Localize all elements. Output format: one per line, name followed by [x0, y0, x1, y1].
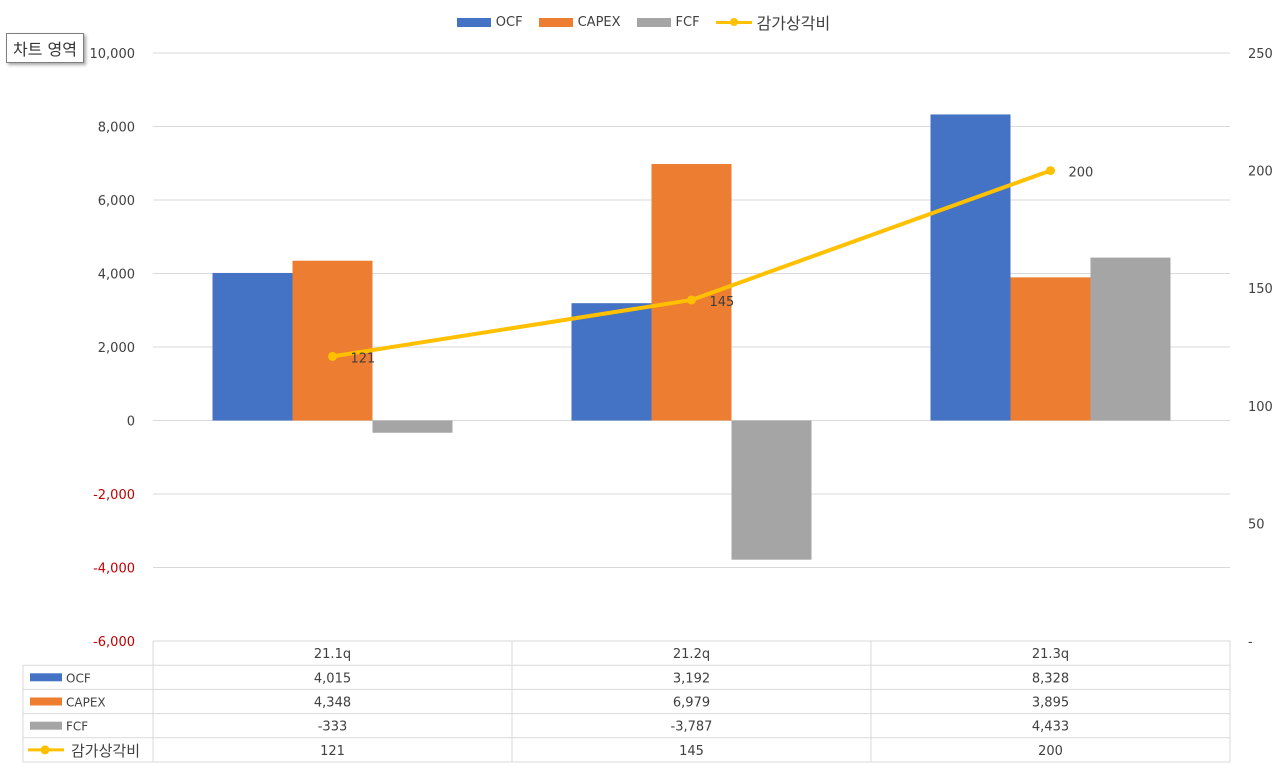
- y-right-tick-label: 50: [1248, 517, 1265, 532]
- table-cell: 200: [1038, 744, 1063, 759]
- y-right-tick-label: -: [1248, 635, 1253, 650]
- table-cell: -3,787: [671, 720, 713, 735]
- chart-area-tooltip: 차트 영역: [6, 33, 84, 63]
- bar-fcf-21.2q: [731, 420, 812, 560]
- bar-ocf-21.3q: [930, 114, 1011, 421]
- table-cell: 4,348: [314, 696, 351, 711]
- y-left-tick-label: 0: [127, 415, 135, 430]
- table-legend-key: [30, 721, 62, 730]
- y-left-tick-label: 6,000: [98, 194, 135, 209]
- table-legend-key: [30, 697, 62, 706]
- legend-swatch-fcf: [636, 17, 671, 27]
- y-left-tick-label: 10,000: [90, 47, 136, 62]
- legend-swatch-ocf: [456, 17, 491, 27]
- bar-capex-21.1q: [292, 260, 373, 421]
- y-right-tick-label: 100: [1248, 400, 1273, 415]
- table-row-label: 감가상각비: [71, 742, 140, 760]
- legend-label-fcf: FCF: [675, 14, 700, 30]
- table-header-cell: 21.3q: [1032, 647, 1069, 662]
- legend-item-fcf[interactable]: FCF: [636, 10, 700, 34]
- y-left-tick-label: 2,000: [98, 341, 135, 356]
- depreciation-data-label: 200: [1069, 166, 1094, 181]
- table-legend-key: [30, 673, 62, 682]
- y-left-tick-label: -4,000: [93, 562, 135, 577]
- table-header-cell: 21.2q: [673, 647, 710, 662]
- y-left-tick-label: 4,000: [98, 268, 135, 283]
- legend-label-capex: CAPEX: [577, 14, 621, 30]
- table-row-label: CAPEX: [66, 696, 106, 710]
- bar-ocf-21.1q: [212, 272, 293, 421]
- table-cell: 8,328: [1032, 671, 1069, 686]
- y-right-tick-label: 150: [1248, 282, 1273, 297]
- table-header-cell: 21.1q: [314, 647, 351, 662]
- y-right-tick-label: 250: [1248, 47, 1273, 62]
- depreciation-point: [328, 351, 337, 361]
- table-row-label: FCF: [66, 720, 88, 734]
- table-cell: 145: [679, 744, 704, 759]
- depreciation-data-label: 121: [351, 351, 376, 366]
- y-right-tick-label: 200: [1248, 165, 1273, 180]
- y-left-tick-label: 8,000: [98, 121, 135, 136]
- bar-fcf-21.1q: [372, 420, 453, 433]
- legend-item-capex[interactable]: CAPEX: [538, 10, 621, 34]
- table-cell: 3,192: [673, 671, 710, 686]
- chart-legend: OCF CAPEX FCF 감가상각비: [0, 10, 1287, 34]
- depreciation-point: [1046, 166, 1055, 176]
- depreciation-point: [687, 295, 696, 305]
- legend-item-ocf[interactable]: OCF: [456, 10, 523, 34]
- y-left-tick-label: -6,000: [93, 635, 135, 650]
- table-cell: 6,979: [673, 696, 710, 711]
- table-cell: 4,433: [1032, 720, 1069, 735]
- table-row-label: OCF: [66, 671, 91, 685]
- depreciation-data-label: 145: [710, 295, 735, 310]
- table-cell: 121: [320, 744, 345, 759]
- legend-swatch-depreciation: [715, 16, 752, 28]
- legend-swatch-capex: [538, 17, 573, 27]
- table-legend-key: [40, 745, 50, 755]
- y-left-tick-label: -2,000: [93, 488, 135, 503]
- legend-label-depreciation: 감가상각비: [756, 14, 831, 33]
- bar-fcf-21.3q: [1090, 257, 1171, 421]
- legend-item-depreciation[interactable]: 감가상각비: [715, 10, 831, 34]
- bar-capex-21.2q: [651, 164, 732, 421]
- legend-label-ocf: OCF: [495, 14, 523, 30]
- table-cell: 4,015: [314, 671, 351, 686]
- table-cell: -333: [318, 720, 348, 735]
- bar-capex-21.3q: [1010, 277, 1091, 421]
- table-cell: 3,895: [1032, 696, 1069, 711]
- bar-ocf-21.2q: [571, 303, 652, 421]
